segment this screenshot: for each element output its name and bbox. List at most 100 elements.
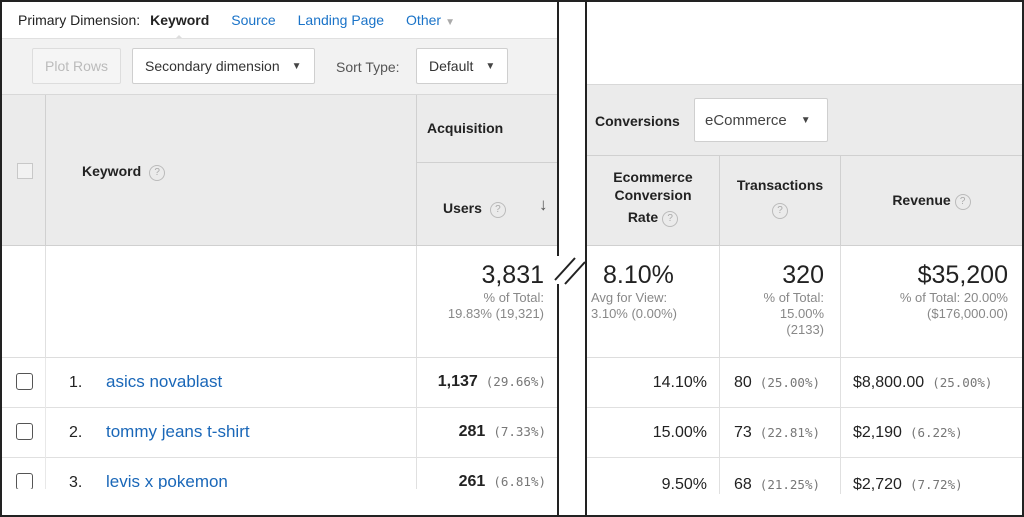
ecr-header-line2: Conversion (614, 187, 692, 203)
row-number: 1. (69, 374, 83, 391)
secondary-dimension-dropdown[interactable]: Secondary dimension ▼ (132, 48, 315, 84)
transactions-header[interactable]: Transactions ? (720, 156, 841, 246)
primary-dimension-bar: Primary Dimension: Keyword Source Landin… (2, 2, 558, 42)
row-checkbox[interactable] (16, 423, 33, 440)
revenue-cell: $2,190 (6.22%) (841, 408, 1022, 458)
users-value: 261 (458, 473, 486, 489)
ecr-total-cell: 8.10% Avg for View: 3.10% (0.00%) (587, 246, 720, 358)
keyword-link[interactable]: asics novablast (106, 372, 223, 391)
ecommerce-conversion-rate-header[interactable]: Ecommerce Conversion Rate? (587, 156, 720, 246)
row-checkbox[interactable] (16, 373, 33, 390)
users-percent: (7.33%) (493, 424, 546, 439)
header-checkbox-column (2, 95, 46, 247)
keyword-column-header[interactable]: Keyword? (82, 163, 166, 181)
transactions-header-label: Transactions (736, 177, 824, 193)
sort-type-value: Default (429, 58, 474, 74)
transactions-cell: 73 (22.81%) (720, 408, 841, 458)
table-row: 3. levis x pokemon 261 (6.81%) (2, 458, 558, 489)
users-header-label: Users (443, 200, 482, 216)
sort-type-label: Sort Type: (336, 59, 400, 75)
help-icon[interactable]: ? (772, 203, 788, 219)
conversions-label: Conversions (595, 113, 680, 129)
users-total-sub1: % of Total: (483, 290, 544, 305)
users-column-header[interactable]: Users? (443, 200, 506, 218)
dimension-link-landing-page[interactable]: Landing Page (297, 12, 385, 28)
row-checkbox-column (2, 358, 46, 408)
dimension-link-other[interactable]: Other ▼ (406, 12, 455, 28)
transactions-total-value: 320 (782, 261, 824, 289)
conversions-header-row: Ecommerce Conversion Rate? Transactions … (587, 156, 1022, 246)
transactions-total-cell: 320 % of Total: 15.00% (2133) (720, 246, 841, 358)
users-cell: 1,137 (29.66%) (416, 358, 558, 408)
users-percent: (29.66%) (485, 374, 546, 389)
chevron-down-icon: ▼ (445, 17, 455, 28)
users-value: 281 (458, 423, 486, 440)
ecr-value: 15.00% (587, 408, 720, 458)
row-number: 2. (69, 424, 83, 441)
transactions-percent: (25.00%) (759, 375, 821, 390)
transactions-value: 80 (734, 374, 752, 391)
ecr-total-sub2: 3.10% (0.00%) (591, 306, 677, 321)
users-cell: 281 (7.33%) (416, 408, 558, 458)
keyword-link[interactable]: tommy jeans t-shirt (106, 422, 250, 441)
help-icon[interactable]: ? (489, 202, 506, 218)
sort-type-dropdown[interactable]: Default ▼ (416, 48, 509, 84)
users-total-sub2: 19.83% (19,321) (447, 306, 544, 321)
left-table-panel: Primary Dimension: Keyword Source Landin… (2, 2, 558, 489)
chevron-down-icon: ▼ (291, 60, 302, 72)
table-row: 14.10% 80 (25.00%) $8,800.00 (25.00%) (587, 358, 1022, 408)
sort-descending-icon[interactable]: ↓ (539, 195, 548, 214)
secondary-dimension-label: Secondary dimension (145, 58, 280, 74)
dimension-link-source[interactable]: Source (231, 12, 276, 28)
transactions-total-sub3: (2133) (786, 322, 824, 337)
table-header: Keyword? Acquisition Users? ↓ (2, 94, 558, 247)
revenue-cell: $2,720 (7.72%) (841, 458, 1022, 494)
transactions-value: 73 (734, 424, 752, 441)
transactions-total-sub2: 15.00% (779, 306, 824, 321)
revenue-total-sub1: % of Total: 20.00% (899, 290, 1008, 305)
ecr-header-line3-wrap: Rate? (587, 208, 719, 227)
ecr-value: 9.50% (587, 458, 720, 494)
users-percent: (6.81%) (493, 474, 546, 489)
users-value: 1,137 (437, 373, 478, 390)
revenue-total-value: $35,200 (917, 261, 1008, 289)
ecr-header-line1: Ecommerce (613, 169, 693, 185)
row-checkbox-column (2, 458, 46, 489)
revenue-header[interactable]: Revenue? (841, 156, 1022, 246)
table-toolbar: Plot Rows Secondary dimension ▼ Sort Typ… (2, 38, 558, 94)
revenue-total-sub2: ($176,000.00) (927, 306, 1008, 321)
ecr-value: 14.10% (587, 358, 720, 408)
row-checkbox[interactable] (16, 473, 33, 489)
keyword-link[interactable]: levis x pokemon (106, 472, 228, 489)
revenue-percent: (25.00%) (932, 375, 993, 390)
revenue-value: $8,800.00 (853, 374, 925, 391)
totals-checkbox-column (2, 246, 46, 358)
users-total-value: 3,831 (481, 261, 544, 289)
transactions-percent: (22.81%) (759, 425, 821, 440)
dimension-other-label: Other (406, 12, 442, 28)
users-total-cell: 3,831 % of Total: 19.83% (19,321) (416, 246, 558, 358)
conversions-type-dropdown[interactable]: eCommerce ▼ (694, 98, 828, 142)
conversions-totals-row: 8.10% Avg for View: 3.10% (0.00%) 320 % … (587, 246, 1022, 358)
conversions-bar: Conversions eCommerce ▼ (587, 84, 1022, 156)
right-table-panel: Conversions eCommerce ▼ Ecommerce Conver… (587, 2, 1022, 494)
transactions-percent: (21.25%) (759, 477, 821, 492)
help-icon[interactable]: ? (662, 211, 679, 227)
table-row: 2. tommy jeans t-shirt 281 (7.33%) (2, 408, 558, 458)
row-checkbox-column (2, 408, 46, 458)
break-mark-icon (554, 256, 586, 285)
table-row: 15.00% 73 (22.81%) $2,190 (6.22%) (587, 408, 1022, 458)
conversions-type-value: eCommerce (705, 111, 787, 129)
plot-rows-button[interactable]: Plot Rows (32, 48, 122, 84)
help-icon[interactable]: ? (954, 194, 971, 210)
users-cell: 261 (6.81%) (416, 458, 558, 489)
totals-row: 3,831 % of Total: 19.83% (19,321) (2, 246, 558, 358)
revenue-total-cell: $35,200 % of Total: 20.00% ($176,000.00) (841, 246, 1022, 358)
revenue-percent: (6.22%) (909, 425, 963, 440)
table-row: 9.50% 68 (21.25%) $2,720 (7.72%) (587, 458, 1022, 494)
revenue-cell: $8,800.00 (25.00%) (841, 358, 1022, 408)
transactions-cell: 68 (21.25%) (720, 458, 841, 494)
help-icon[interactable]: ? (149, 165, 166, 181)
select-all-checkbox[interactable] (17, 163, 33, 179)
ecr-total-value: 8.10% (603, 261, 674, 289)
